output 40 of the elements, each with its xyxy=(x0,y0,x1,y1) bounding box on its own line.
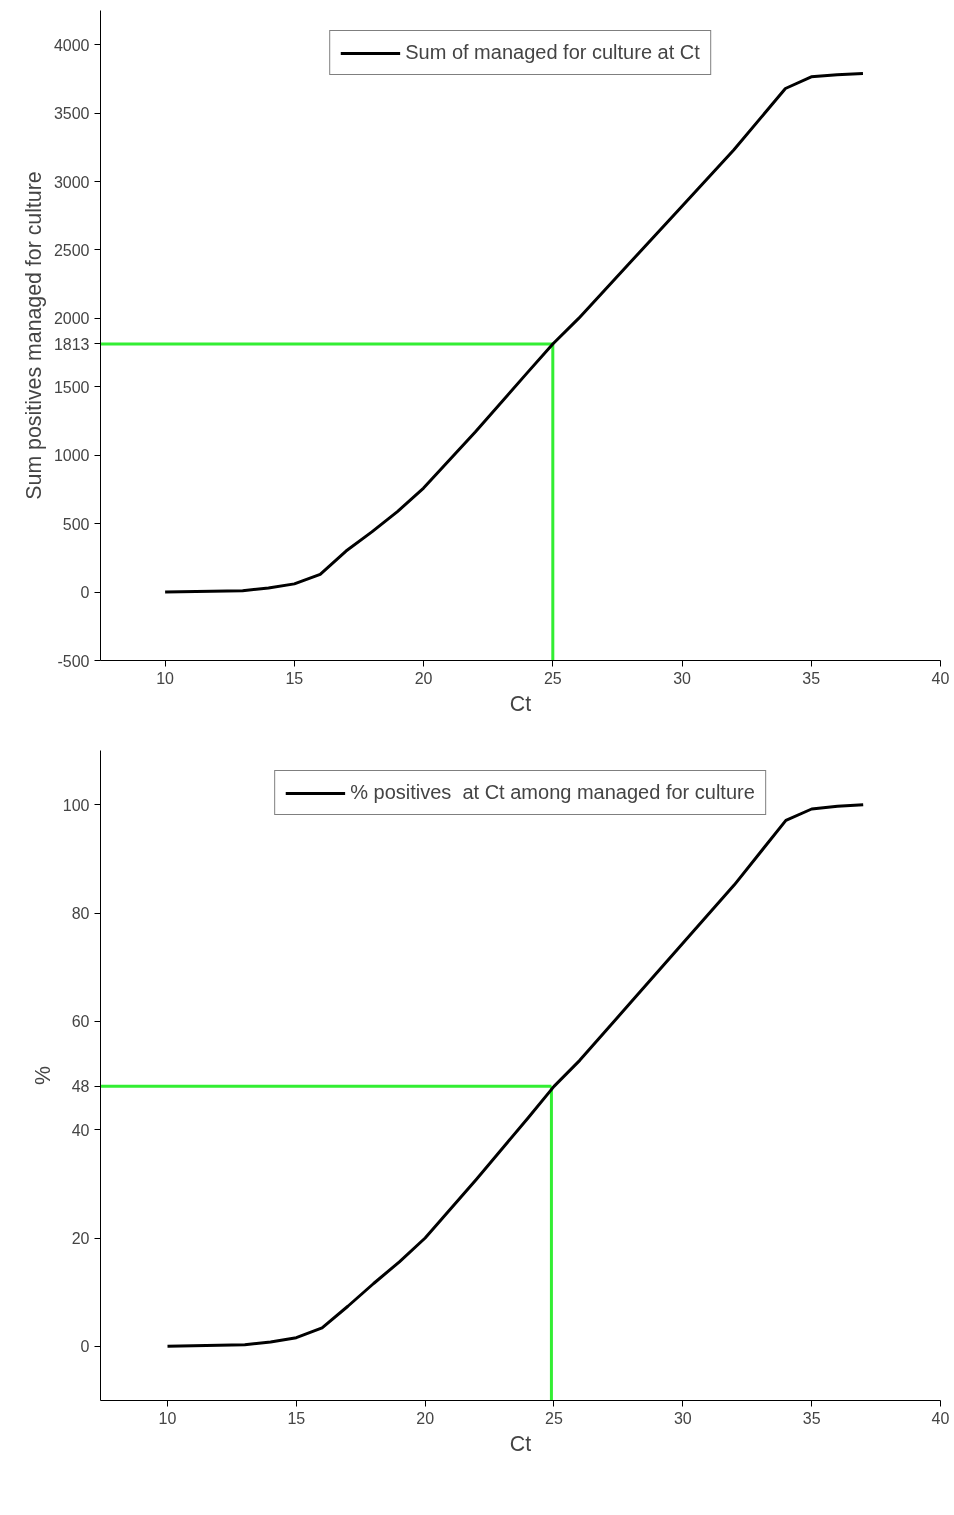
legend-label: Sum of managed for culture at Ct xyxy=(405,41,700,64)
line-series xyxy=(163,71,865,594)
y-tick-label: 20 xyxy=(71,1230,90,1247)
x-tick-label: 10 xyxy=(158,1409,177,1427)
y-tick-label: 4000 xyxy=(53,36,90,54)
x-tick-label: 20 xyxy=(416,1409,435,1427)
y-tick-label: 1813 xyxy=(53,335,90,353)
x-tick-label: 35 xyxy=(802,1409,821,1427)
x-tick-label: 25 xyxy=(545,1409,563,1427)
y-tick-label: 1500 xyxy=(53,378,90,396)
y-tick-label: 48 xyxy=(71,1078,90,1096)
y-tick-label: 80 xyxy=(71,905,90,922)
x-tick-label: 40 xyxy=(931,669,950,687)
legend-label: % positives at Ct among managed for culture xyxy=(350,781,755,804)
y-axis-title: % xyxy=(30,1065,55,1085)
x-tick-label: 20 xyxy=(414,669,433,687)
y-tick-label: 2500 xyxy=(53,241,90,259)
y-tick-label: 40 xyxy=(71,1121,90,1139)
x-tick-label: 25 xyxy=(543,669,562,687)
y-tick-label: 3500 xyxy=(53,105,90,123)
line-series xyxy=(165,803,865,1348)
y-tick-label: 3000 xyxy=(53,173,90,191)
y-tick-label: -500 xyxy=(57,652,90,670)
y-tick-label: 100 xyxy=(62,796,90,814)
x-tick-label: 15 xyxy=(287,1409,306,1427)
y-tick-label: 0 xyxy=(80,584,90,602)
x-tick-label: 30 xyxy=(673,669,692,687)
y-tick-label: 0 xyxy=(80,1338,90,1356)
x-axis-title: Ct xyxy=(509,1431,532,1456)
x-tick-label: 35 xyxy=(802,669,821,687)
y-tick-label: 2000 xyxy=(53,310,90,328)
y-tick-label: 500 xyxy=(62,515,90,533)
x-tick-label: 15 xyxy=(285,669,304,687)
y-tick-label: 60 xyxy=(71,1013,90,1031)
x-axis-title: Ct xyxy=(509,691,532,716)
x-tick-label: 30 xyxy=(673,1409,692,1427)
x-tick-label: 10 xyxy=(156,669,175,687)
x-tick-label: 40 xyxy=(931,1409,950,1427)
y-tick-label: 1000 xyxy=(53,447,90,465)
y-axis-title: Sum positives managed for culture xyxy=(21,171,46,500)
